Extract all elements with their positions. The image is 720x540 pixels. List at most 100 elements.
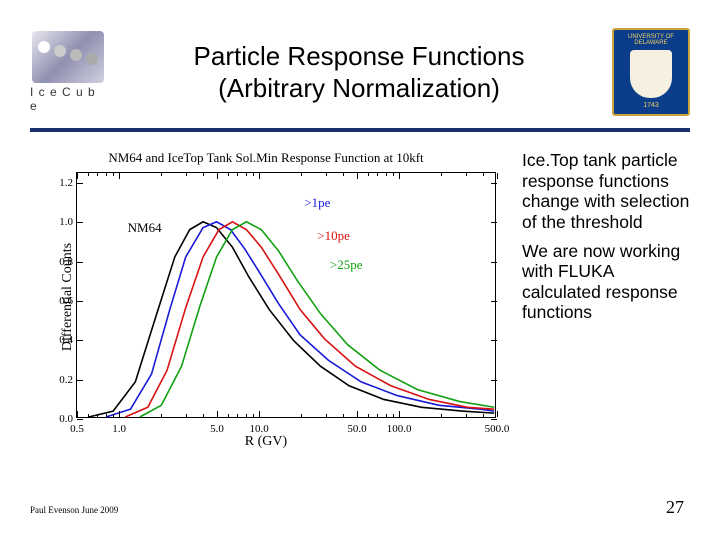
chart-xminortick	[326, 173, 327, 176]
header-divider	[30, 128, 690, 132]
side-paragraph-1: Ice.Top tank particle response functions…	[522, 150, 696, 233]
chart-ytick	[77, 419, 83, 420]
chart-xminortick	[386, 173, 387, 176]
icecube-logo: I c e C u b e	[30, 31, 106, 113]
chart-xminortick	[393, 414, 394, 417]
chart-xminortick	[228, 173, 229, 176]
chart-ytick	[491, 183, 497, 184]
chart-inline-label: >25pe	[330, 257, 363, 273]
chart-plot-area: 0.00.20.40.60.81.01.20.51.05.010.050.010…	[76, 172, 496, 418]
chart-ytick	[491, 340, 497, 341]
chart-xminortick	[246, 173, 247, 176]
chart-xminortick	[343, 173, 344, 176]
title-line-1: Particle Response Functions	[120, 40, 598, 73]
chart-ytick-label: 0.2	[45, 374, 73, 386]
chart-xminortick	[368, 414, 369, 417]
chart-xminortick	[357, 173, 358, 176]
chart-ytick	[77, 380, 83, 381]
udel-logo-top-text: UNIVERSITY OF DELAWARE	[616, 34, 686, 46]
chart-xminortick	[301, 414, 302, 417]
chart-xtick	[497, 173, 498, 179]
chart-xminortick	[386, 414, 387, 417]
chart-xminortick	[88, 173, 89, 176]
udel-shield-icon	[630, 50, 672, 98]
chart-xminortick	[483, 414, 484, 417]
chart-title: NM64 and IceTop Tank Sol.Min Response Fu…	[16, 150, 516, 166]
chart-xminortick	[368, 173, 369, 176]
chart-xminortick	[237, 414, 238, 417]
chart-xminortick	[217, 414, 218, 417]
udel-logo: UNIVERSITY OF DELAWARE 1743	[612, 28, 690, 116]
chart-xminortick	[253, 414, 254, 417]
icecube-logo-text: I c e C u b e	[30, 85, 106, 113]
chart-xminortick	[161, 414, 162, 417]
chart-ytick	[77, 340, 83, 341]
chart-ytick-label: 1.0	[45, 216, 73, 228]
title-block: Particle Response Functions (Arbitrary N…	[120, 40, 598, 105]
chart-xminortick	[161, 173, 162, 176]
chart-ytick	[77, 262, 83, 263]
chart-xminortick	[228, 414, 229, 417]
chart-ytick	[491, 262, 497, 263]
chart-ytick-label: 1.2	[45, 177, 73, 189]
chart-xminortick	[203, 173, 204, 176]
chart-xtick	[119, 411, 120, 417]
chart-xtick	[399, 411, 400, 417]
chart-xminortick	[441, 414, 442, 417]
chart-series-NM64	[89, 222, 495, 417]
chart-xminortick	[377, 414, 378, 417]
chart-xminortick	[186, 173, 187, 176]
chart-xminortick	[217, 173, 218, 176]
chart-xminortick	[97, 173, 98, 176]
chart-ytick-label: 0.8	[45, 256, 73, 268]
chart-xminortick	[113, 414, 114, 417]
chart-xminortick	[253, 173, 254, 176]
footer-author-date: Paul Evenson June 2009	[30, 505, 118, 515]
chart-ytick-label: 0.4	[45, 334, 73, 346]
chart-xtick	[119, 173, 120, 179]
chart-xtick	[77, 411, 78, 417]
chart-xminortick	[113, 173, 114, 176]
chart-ytick	[77, 183, 83, 184]
chart-xminortick	[343, 414, 344, 417]
chart-xminortick	[246, 414, 247, 417]
side-text-block: Ice.Top tank particle response functions…	[522, 146, 696, 448]
chart-xminortick	[97, 414, 98, 417]
chart-ytick	[77, 301, 83, 302]
chart-ytick	[491, 222, 497, 223]
chart-ytick	[77, 222, 83, 223]
title-line-2: (Arbitrary Normalization)	[120, 72, 598, 105]
chart-ytick	[491, 301, 497, 302]
chart-xminortick	[466, 414, 467, 417]
chart-inline-label: >1pe	[304, 195, 330, 211]
udel-year: 1743	[640, 101, 662, 110]
chart-xminortick	[301, 173, 302, 176]
chart-xminortick	[393, 173, 394, 176]
chart-ytick	[491, 419, 497, 420]
chart-ytick-label: 0.0	[45, 413, 73, 425]
chart-xminortick	[88, 414, 89, 417]
chart-xminortick	[377, 173, 378, 176]
slide-header: I c e C u b e Particle Response Function…	[0, 0, 720, 128]
chart-xtick	[77, 173, 78, 179]
chart-inline-label: >10pe	[317, 228, 350, 244]
chart-xminortick	[106, 414, 107, 417]
chart-xminortick	[203, 414, 204, 417]
chart-series->10pe	[125, 222, 494, 417]
chart-inline-label: NM64	[128, 220, 162, 236]
chart-xminortick	[106, 173, 107, 176]
chart-xminortick	[237, 173, 238, 176]
chart-xminortick	[483, 173, 484, 176]
chart-xminortick	[441, 173, 442, 176]
chart-xtick	[497, 411, 498, 417]
chart-xtick	[259, 411, 260, 417]
chart-curves	[77, 173, 495, 417]
chart-xminortick	[466, 173, 467, 176]
chart-series->1pe	[106, 222, 494, 417]
chart-ytick	[491, 380, 497, 381]
chart-xminortick	[357, 414, 358, 417]
side-paragraph-2: We are now working with FLUKA calculated…	[522, 241, 696, 324]
content-row: NM64 and IceTop Tank Sol.Min Response Fu…	[0, 138, 720, 448]
chart-xminortick	[326, 414, 327, 417]
chart-xminortick	[186, 414, 187, 417]
